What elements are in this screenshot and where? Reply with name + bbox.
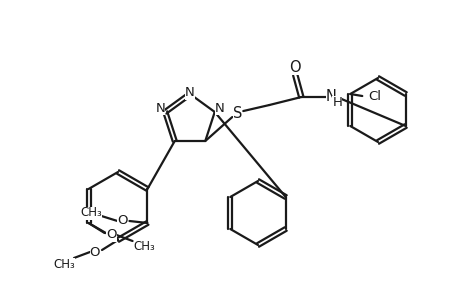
Text: O: O — [290, 60, 301, 75]
Text: CH₃: CH₃ — [80, 206, 102, 219]
Text: N: N — [326, 88, 337, 103]
Text: N: N — [215, 103, 225, 115]
Text: O: O — [90, 245, 100, 259]
Text: N: N — [185, 86, 195, 99]
Text: CH₃: CH₃ — [53, 257, 75, 270]
Text: O: O — [106, 228, 117, 242]
Text: Cl: Cl — [368, 90, 381, 103]
Text: N: N — [156, 103, 165, 115]
Text: O: O — [117, 215, 128, 228]
Text: CH₃: CH₃ — [133, 240, 156, 253]
Text: S: S — [233, 105, 242, 121]
Text: H: H — [332, 96, 342, 109]
